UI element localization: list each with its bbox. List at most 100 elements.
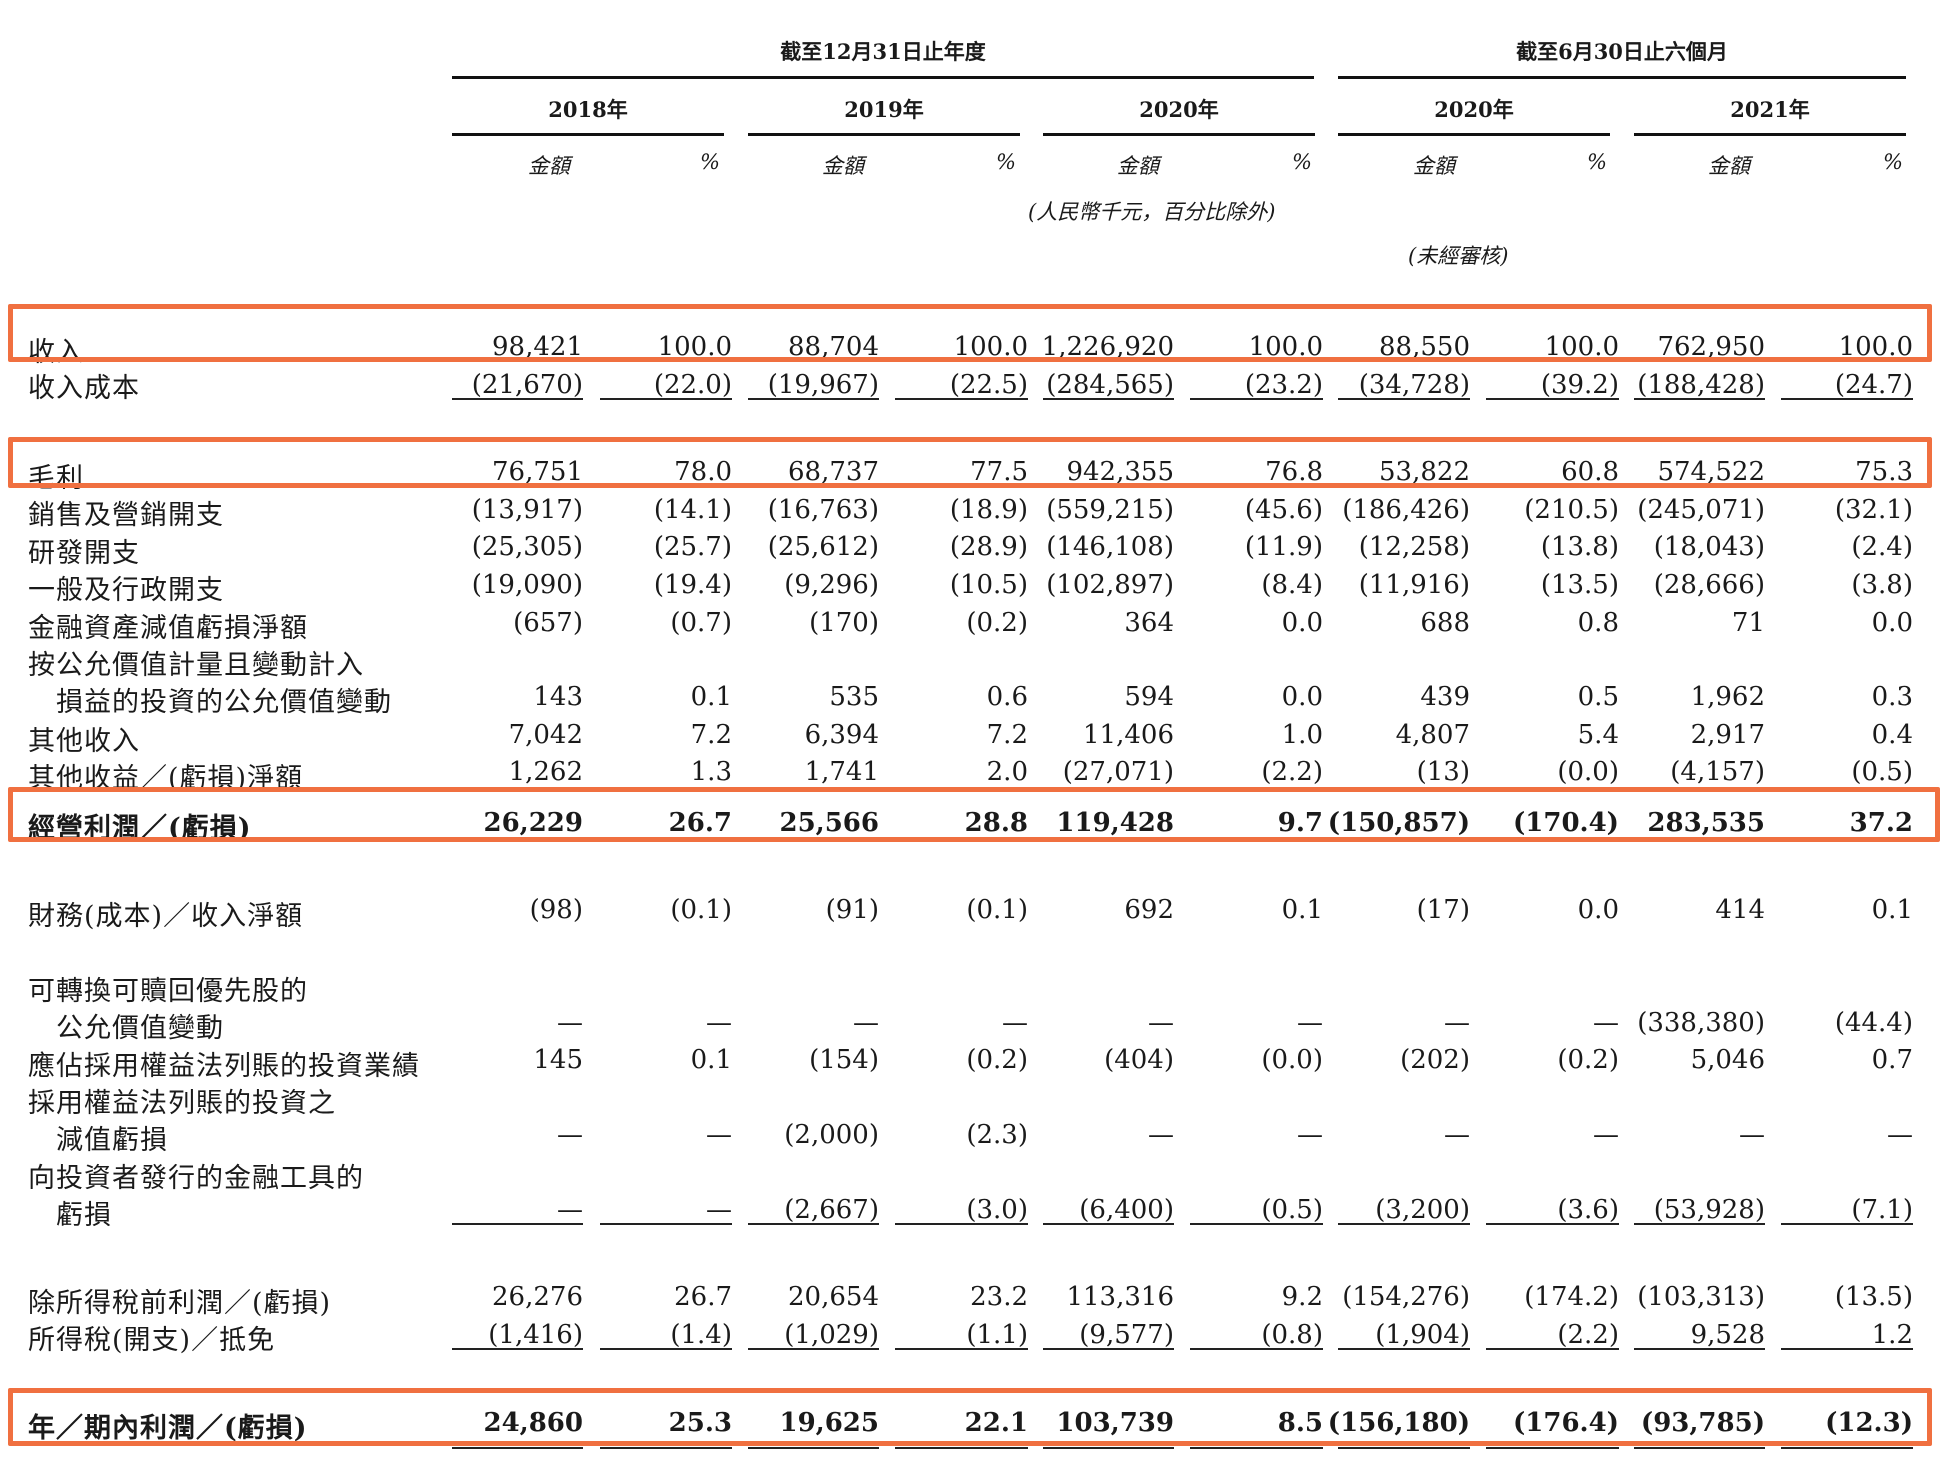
- rule-after-income-tax: [1634, 1348, 1765, 1350]
- rule-after-investor-instruments: [452, 1223, 583, 1225]
- cell-2019-amount: 68,737: [788, 457, 879, 487]
- year-rule-2020-fy: [1043, 133, 1315, 136]
- cell-2020h1-amount: —: [1444, 1120, 1470, 1150]
- cell-2019-amount: —: [853, 1008, 879, 1038]
- cell-2020fy-amount: 11,406: [1083, 720, 1174, 750]
- cell-2018-pct: 1.3: [690, 757, 732, 787]
- cell-2019-amount: (19,967): [767, 370, 879, 400]
- rule-after-cost-of-revenue: [1043, 398, 1174, 400]
- rule-after-income-tax: [600, 1348, 732, 1350]
- cell-2021h1-amount: (18,043): [1653, 532, 1765, 562]
- cell-2019-amount: (9,296): [784, 570, 879, 600]
- subheader-amount: 金額: [1708, 154, 1750, 178]
- subheader-amount: 金額: [1117, 154, 1159, 178]
- cell-2020h1-amount: (12,258): [1358, 532, 1470, 562]
- cell-2019-pct: 28.8: [964, 808, 1028, 838]
- double-rule-bottom: [600, 1447, 732, 1449]
- cell-2019-amount: 535: [829, 682, 879, 712]
- cell-2018-amount: —: [557, 1120, 583, 1150]
- cell-2019-amount: (170): [809, 608, 879, 638]
- cell-2020fy-amount: 942,355: [1066, 457, 1174, 487]
- cell-2018-pct: 26.7: [668, 808, 732, 838]
- cell-2021h1-amount: 414: [1715, 895, 1765, 925]
- cell-2019-amount: (2,000): [784, 1120, 879, 1150]
- row-label: 一般及行政開支: [28, 575, 224, 606]
- cell-2018-pct: (0.7): [670, 608, 732, 638]
- cell-2021h1-pct: 0.1: [1871, 895, 1913, 925]
- cell-2020h1-amount: (3,200): [1375, 1195, 1470, 1225]
- cell-2019-pct: —: [1002, 1008, 1028, 1038]
- cell-2021h1-pct: 0.4: [1871, 720, 1913, 750]
- row-label: 虧損: [56, 1200, 112, 1231]
- cell-2020h1-pct: (174.2): [1524, 1282, 1619, 1312]
- unaudited-note: (未經審核): [1408, 244, 1509, 268]
- rule-after-investor-instruments: [1781, 1223, 1913, 1225]
- cell-2021h1-amount: (338,380): [1637, 1008, 1765, 1038]
- cell-2019-pct: (1.1): [966, 1320, 1028, 1350]
- cell-2018-pct: 0.1: [690, 682, 732, 712]
- row-label: 其他收入: [28, 726, 140, 757]
- cell-2020fy-pct: (11.9): [1244, 532, 1323, 562]
- cell-2019-amount: (25,612): [767, 532, 879, 562]
- cell-2021h1-amount: 71: [1731, 608, 1765, 638]
- header-rule-fy: [452, 76, 1314, 79]
- double-rule-bottom: [1190, 1447, 1323, 1449]
- cell-2020h1-amount: (17): [1416, 895, 1470, 925]
- subheader-percent: %: [700, 150, 720, 174]
- row-label: 除所得稅前利潤／(虧損): [28, 1288, 332, 1319]
- cell-2018-amount: (657): [513, 608, 583, 638]
- cell-2020fy-pct: 0.0: [1281, 608, 1323, 638]
- cell-2019-amount: (1,029): [784, 1320, 879, 1350]
- cell-2020fy-amount: 113,316: [1066, 1282, 1174, 1312]
- cell-2021h1-amount: 574,522: [1657, 457, 1765, 487]
- cell-2021h1-pct: 37.2: [1849, 808, 1913, 838]
- row-label: 公允價值變動: [56, 1013, 224, 1044]
- subheader-amount: 金額: [1413, 154, 1455, 178]
- row-label: 可轉換可贖回優先股的: [28, 976, 308, 1007]
- cell-2020h1-amount: (34,728): [1358, 370, 1470, 400]
- cell-2019-pct: (2.3): [966, 1120, 1028, 1150]
- cell-2020h1-amount: 688: [1420, 608, 1470, 638]
- year-header-2020-6m: 2020年: [1434, 97, 1514, 122]
- cell-2018-amount: 26,276: [492, 1282, 583, 1312]
- rule-after-cost-of-revenue: [452, 398, 583, 400]
- cell-2019-pct: 77.5: [970, 457, 1028, 487]
- row-label: 損益的投資的公允價值變動: [56, 687, 392, 718]
- cell-2018-amount: (21,670): [471, 370, 583, 400]
- cell-2018-pct: (25.7): [653, 532, 732, 562]
- cell-2020fy-amount: (284,565): [1046, 370, 1174, 400]
- cell-2021h1-pct: 0.3: [1871, 682, 1913, 712]
- cell-2020h1-pct: (13.5): [1540, 570, 1619, 600]
- cell-2020fy-pct: (0.0): [1261, 1045, 1323, 1075]
- rule-after-income-tax: [1043, 1348, 1174, 1350]
- cell-2020h1-pct: —: [1593, 1008, 1619, 1038]
- cell-2019-amount: 1,741: [804, 757, 879, 787]
- cell-2018-amount: (13,917): [471, 495, 583, 525]
- rule-after-cost-of-revenue: [1634, 398, 1765, 400]
- double-rule-bottom: [1486, 1447, 1619, 1449]
- cell-2018-pct: (0.1): [670, 895, 732, 925]
- cell-2020fy-pct: 0.0: [1281, 682, 1323, 712]
- cell-2021h1-amount: 5,046: [1690, 1045, 1765, 1075]
- cell-2021h1-amount: 283,535: [1647, 808, 1765, 838]
- cell-2020h1-amount: (1,904): [1375, 1320, 1470, 1350]
- cell-2018-pct: 78.0: [674, 457, 732, 487]
- cell-2020fy-amount: (102,897): [1046, 570, 1174, 600]
- rule-after-investor-instruments: [1486, 1223, 1619, 1225]
- cell-2019-amount: 20,654: [788, 1282, 879, 1312]
- cell-2020h1-amount: —: [1444, 1008, 1470, 1038]
- year-header-2018: 2018年: [548, 97, 628, 122]
- cell-2021h1-amount: (103,313): [1637, 1282, 1765, 1312]
- cell-2019-pct: (0.2): [966, 608, 1028, 638]
- row-label: 研發開支: [28, 538, 140, 569]
- row-label: 按公允價值計量且變動計入: [28, 650, 364, 681]
- cell-2020fy-pct: 76.8: [1265, 457, 1323, 487]
- cell-2018-pct: 26.7: [674, 1282, 732, 1312]
- cell-2020fy-amount: 364: [1124, 608, 1174, 638]
- rule-after-investor-instruments: [1190, 1223, 1323, 1225]
- double-rule-bottom: [452, 1447, 583, 1449]
- cell-2021h1-pct: (2.4): [1851, 532, 1913, 562]
- highlight-net-profit: [8, 1388, 1932, 1446]
- cell-2020fy-pct: 8.5: [1277, 1408, 1323, 1438]
- cell-2020fy-pct: —: [1297, 1120, 1323, 1150]
